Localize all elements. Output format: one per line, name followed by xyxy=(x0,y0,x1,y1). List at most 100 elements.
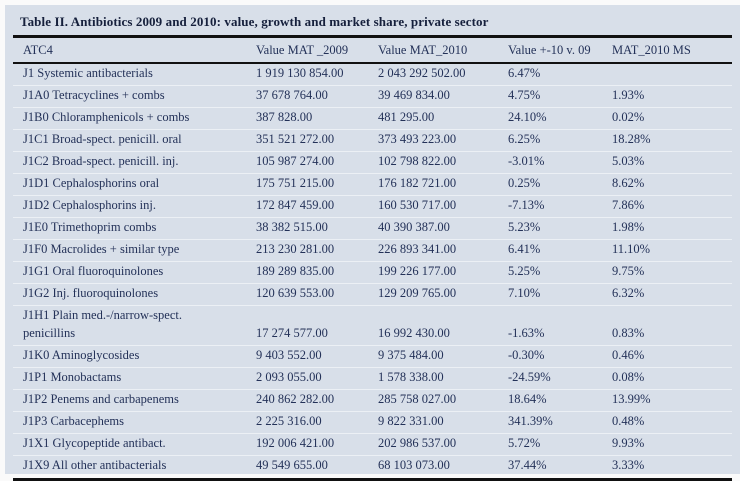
row-growth: -7.13% xyxy=(508,197,612,217)
column-header-atc4: ATC4 xyxy=(23,43,256,58)
row-market-share: 1.98% xyxy=(612,219,730,239)
row-value-mat-2009: 192 006 421.00 xyxy=(256,435,378,455)
row-value-mat-2010: 40 390 387.00 xyxy=(378,219,508,239)
row-market-share: 0.48% xyxy=(612,413,730,433)
table-header-row: ATC4 Value MAT _2009 Value MAT_2010 Valu… xyxy=(13,38,732,62)
row-atc4-label: J1G2 Inj. fluoroquinolones xyxy=(23,284,256,305)
row-growth: 0.25% xyxy=(508,175,612,195)
row-value-mat-2009: 213 230 281.00 xyxy=(256,241,378,261)
row-atc4-label: J1F0 Macrolides + similar type xyxy=(23,240,256,261)
row-value-mat-2010: 373 493 223.00 xyxy=(378,131,508,151)
table-row: J1E0 Trimethoprim combs 38 382 515.00 40… xyxy=(13,217,732,239)
row-growth: 18.64% xyxy=(508,391,612,411)
row-value-mat-2009: 105 987 274.00 xyxy=(256,153,378,173)
table-container: ATC4 Value MAT _2009 Value MAT_2010 Valu… xyxy=(5,35,740,481)
row-market-share: 9.75% xyxy=(612,263,730,283)
row-value-mat-2009: 2 093 055.00 xyxy=(256,369,378,389)
table-row: J1G2 Inj. fluoroquinolones 120 639 553.0… xyxy=(13,283,732,305)
table-panel: Table II. Antibiotics 2009 and 2010: val… xyxy=(5,5,740,474)
row-growth: 24.10% xyxy=(508,109,612,129)
row-value-mat-2009: 240 862 282.00 xyxy=(256,391,378,411)
table-row: J1H1 Plain med.-/narrow-spect. penicilli… xyxy=(13,305,732,345)
table-title: Table II. Antibiotics 2009 and 2010: val… xyxy=(5,5,740,35)
row-atc4-label: J1C2 Broad-spect. penicill. inj. xyxy=(23,152,256,173)
row-value-mat-2010: 1 578 338.00 xyxy=(378,369,508,389)
row-value-mat-2009: 2 225 316.00 xyxy=(256,413,378,433)
row-market-share: 18.28% xyxy=(612,131,730,151)
row-atc4-label: J1X1 Glycopeptide antibact. xyxy=(23,434,256,455)
row-market-share: 6.32% xyxy=(612,285,730,305)
row-value-mat-2009: 351 521 272.00 xyxy=(256,131,378,151)
row-value-mat-2009: 49 549 655.00 xyxy=(256,457,378,477)
row-value-mat-2010: 2 043 292 502.00 xyxy=(378,65,508,85)
row-market-share: 0.02% xyxy=(612,109,730,129)
row-growth: 37.44% xyxy=(508,457,612,477)
table-row: J1A0 Tetracyclines + combs 37 678 764.00… xyxy=(13,85,732,107)
row-value-mat-2010: 9 822 331.00 xyxy=(378,413,508,433)
table-row: J1G1 Oral fluoroquinolones 189 289 835.0… xyxy=(13,261,732,283)
row-atc4-label: J1K0 Aminoglycosides xyxy=(23,346,256,367)
row-growth: 6.47% xyxy=(508,65,612,85)
table-row: J1X1 Glycopeptide antibact. 192 006 421.… xyxy=(13,433,732,455)
row-market-share: 11.10% xyxy=(612,241,730,261)
row-value-mat-2010: 176 182 721.00 xyxy=(378,175,508,195)
row-value-mat-2009: 175 751 215.00 xyxy=(256,175,378,195)
row-growth: 5.23% xyxy=(508,219,612,239)
row-value-mat-2009: 1 919 130 854.00 xyxy=(256,65,378,85)
row-value-mat-2010: 129 209 765.00 xyxy=(378,285,508,305)
row-value-mat-2010: 68 103 073.00 xyxy=(378,457,508,477)
row-growth: 6.25% xyxy=(508,131,612,151)
row-growth: 7.10% xyxy=(508,285,612,305)
row-market-share: 0.08% xyxy=(612,369,730,389)
row-atc4-label: J1H1 Plain med.-/narrow-spect. penicilli… xyxy=(23,306,256,345)
table-row: J1P2 Penems and carbapenems 240 862 282.… xyxy=(13,389,732,411)
row-value-mat-2009: 37 678 764.00 xyxy=(256,87,378,107)
row-market-share: 7.86% xyxy=(612,197,730,217)
row-growth: 5.72% xyxy=(508,435,612,455)
row-atc4-label: J1A0 Tetracyclines + combs xyxy=(23,86,256,107)
column-header-value-mat-2010: Value MAT_2010 xyxy=(378,43,508,58)
row-value-mat-2009: 189 289 835.00 xyxy=(256,263,378,283)
column-header-growth: Value +-10 v. 09 xyxy=(508,43,612,58)
row-value-mat-2009: 120 639 553.00 xyxy=(256,285,378,305)
row-growth: 4.75% xyxy=(508,87,612,107)
row-value-mat-2009: 172 847 459.00 xyxy=(256,197,378,217)
row-atc4-label: J1P3 Carbacephems xyxy=(23,412,256,433)
row-growth: 341.39% xyxy=(508,413,612,433)
table-row: J1D1 Cephalosphorins oral 175 751 215.00… xyxy=(13,173,732,195)
table-row: J1B0 Chloramphenicols + combs 387 828.00… xyxy=(13,107,732,129)
row-atc4-label: J1D1 Cephalosphorins oral xyxy=(23,174,256,195)
table-row: J1P3 Carbacephems 2 225 316.00 9 822 331… xyxy=(13,411,732,433)
row-value-mat-2009: 38 382 515.00 xyxy=(256,219,378,239)
row-growth: -3.01% xyxy=(508,153,612,173)
row-growth: -1.63% xyxy=(508,325,612,345)
row-atc4-label: J1E0 Trimethoprim combs xyxy=(23,218,256,239)
row-market-share xyxy=(612,82,730,85)
column-header-value-mat-2009: Value MAT _2009 xyxy=(256,43,378,58)
table-row: J1F0 Macrolides + similar type 213 230 2… xyxy=(13,239,732,261)
row-atc4-label: J1 Systemic antibacterials xyxy=(23,64,256,85)
table-row: J1K0 Aminoglycosides 9 403 552.00 9 375 … xyxy=(13,345,732,367)
table-row: J1C2 Broad-spect. penicill. inj. 105 987… xyxy=(13,151,732,173)
row-growth: 5.25% xyxy=(508,263,612,283)
row-market-share: 0.46% xyxy=(612,347,730,367)
row-value-mat-2009: 387 828.00 xyxy=(256,109,378,129)
row-value-mat-2010: 102 798 822.00 xyxy=(378,153,508,173)
row-value-mat-2010: 16 992 430.00 xyxy=(378,325,508,345)
row-market-share: 9.93% xyxy=(612,435,730,455)
row-atc4-label: J1C1 Broad-spect. penicill. oral xyxy=(23,130,256,151)
row-growth: 6.41% xyxy=(508,241,612,261)
column-header-market-share: MAT_2010 MS xyxy=(612,43,730,58)
row-value-mat-2010: 202 986 537.00 xyxy=(378,435,508,455)
row-atc4-label: J1G1 Oral fluoroquinolones xyxy=(23,262,256,283)
table-row: J1 Systemic antibacterials 1 919 130 854… xyxy=(13,64,732,85)
row-value-mat-2010: 199 226 177.00 xyxy=(378,263,508,283)
row-value-mat-2010: 9 375 484.00 xyxy=(378,347,508,367)
row-atc4-label: J1B0 Chloramphenicols + combs xyxy=(23,108,256,129)
table-body: J1 Systemic antibacterials 1 919 130 854… xyxy=(13,64,732,477)
row-atc4-label: J1P2 Penems and carbapenems xyxy=(23,390,256,411)
row-value-mat-2010: 481 295.00 xyxy=(378,109,508,129)
table-row: J1D2 Cephalosphorins inj. 172 847 459.00… xyxy=(13,195,732,217)
row-market-share: 5.03% xyxy=(612,153,730,173)
row-atc4-label: J1P1 Monobactams xyxy=(23,368,256,389)
